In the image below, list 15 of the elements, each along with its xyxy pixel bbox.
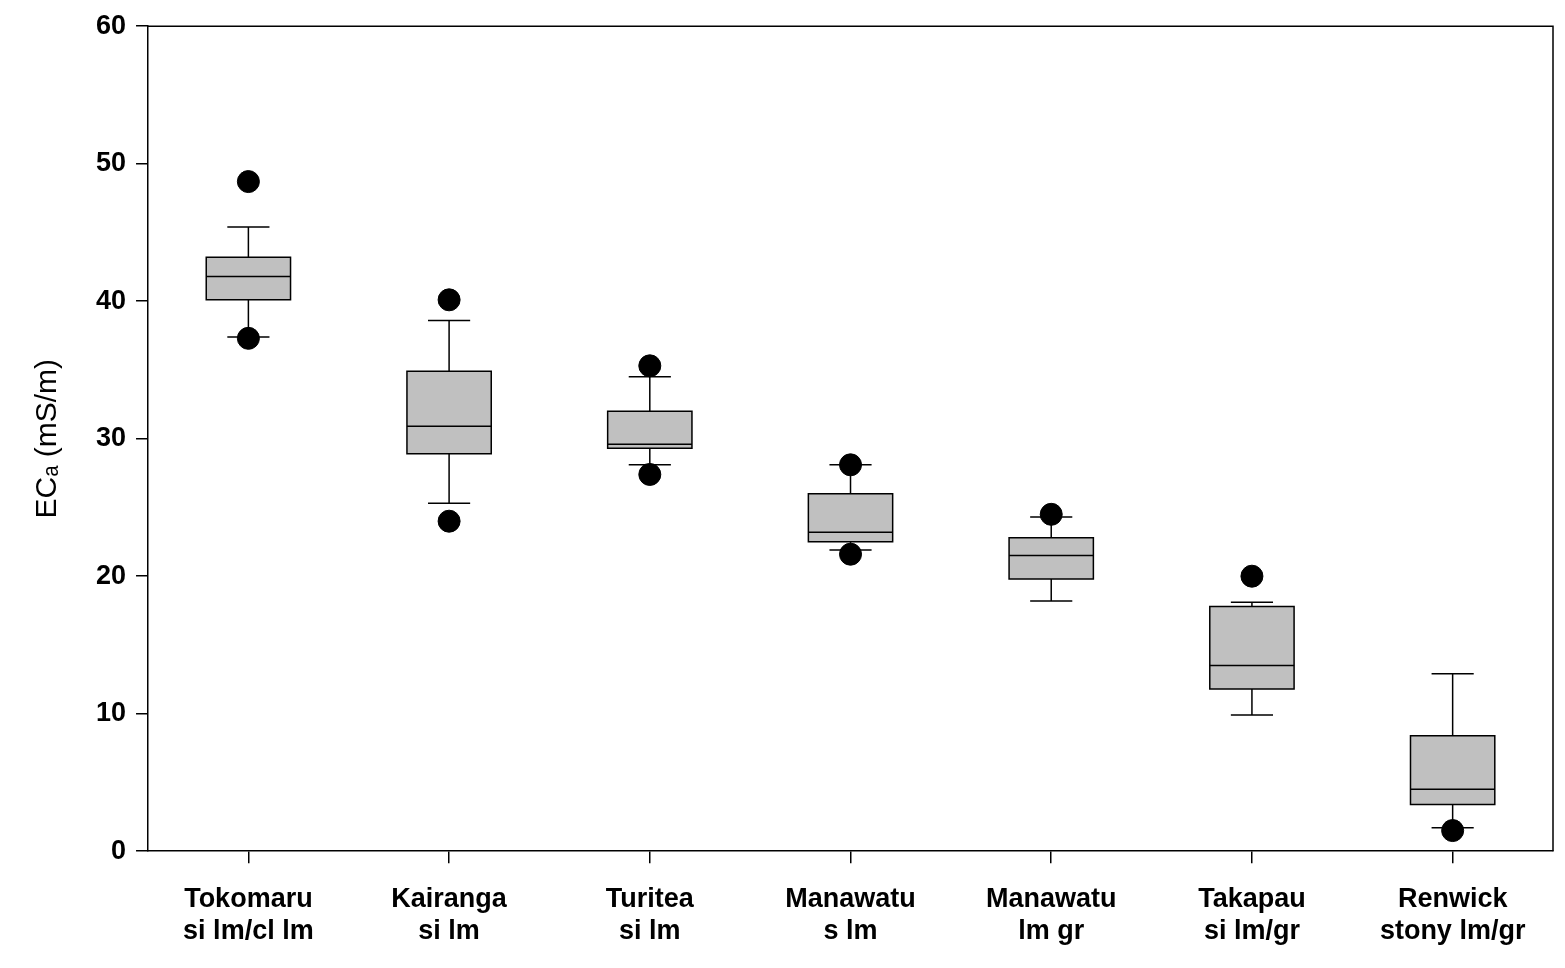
y-axis-title: ECₐ (mS/m) xyxy=(29,358,63,519)
x-tick-label: Tokomaru si lm/cl lm xyxy=(183,882,314,946)
x-tick-label: Takapau si lm/gr xyxy=(1198,882,1306,946)
x-tick-label: Kairanga si lm xyxy=(391,882,508,946)
x-tick-label: Turitea si lm xyxy=(605,882,695,946)
y-tick-label: 20 xyxy=(95,559,127,590)
y-tick-label: 50 xyxy=(95,147,127,178)
y-tick-label: 0 xyxy=(111,834,127,865)
y-tick-label: 40 xyxy=(95,284,127,315)
y-tick-label: 10 xyxy=(95,697,127,728)
x-tick-label: Manawatu lm gr xyxy=(985,882,1117,946)
x-tick-label: Manawatu s lm xyxy=(785,882,916,946)
y-tick-label: 60 xyxy=(95,9,127,40)
x-tick-label: Renwick stony lm/gr xyxy=(1379,882,1526,946)
y-tick-label: 30 xyxy=(95,422,127,453)
